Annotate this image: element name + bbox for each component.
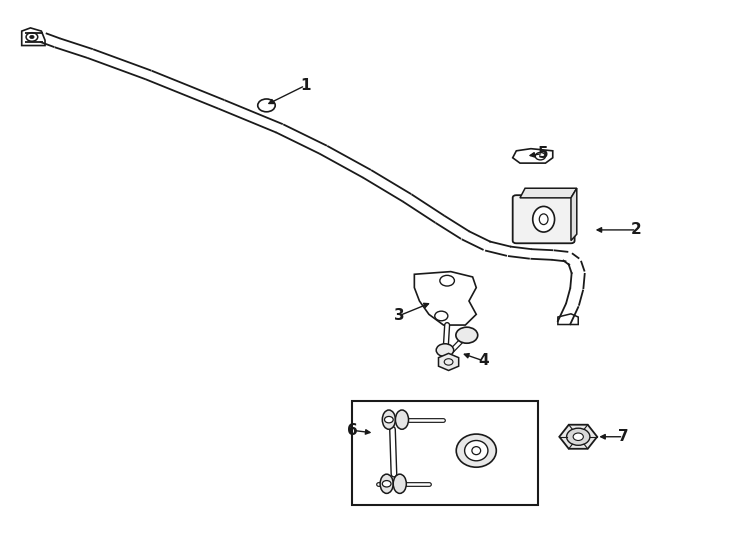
Text: 6: 6	[347, 423, 357, 438]
Text: 3: 3	[394, 308, 405, 323]
Text: 1: 1	[299, 78, 310, 93]
Polygon shape	[559, 425, 597, 449]
Bar	[352, 401, 538, 505]
FancyBboxPatch shape	[512, 195, 575, 244]
Circle shape	[385, 416, 393, 423]
Ellipse shape	[396, 410, 409, 429]
Text: 7: 7	[618, 429, 629, 444]
Circle shape	[573, 433, 584, 441]
Circle shape	[258, 99, 275, 112]
Ellipse shape	[382, 410, 396, 429]
Ellipse shape	[393, 474, 407, 494]
Polygon shape	[571, 188, 577, 241]
Ellipse shape	[380, 474, 393, 494]
Text: 4: 4	[479, 353, 489, 368]
Circle shape	[436, 344, 454, 356]
Text: 5: 5	[538, 146, 548, 161]
Ellipse shape	[465, 441, 488, 461]
Ellipse shape	[457, 434, 496, 467]
Circle shape	[567, 428, 590, 446]
Ellipse shape	[533, 206, 555, 232]
Circle shape	[456, 327, 478, 343]
Text: 2: 2	[631, 222, 642, 238]
Polygon shape	[438, 353, 459, 370]
Circle shape	[30, 36, 34, 38]
Circle shape	[382, 481, 391, 487]
Polygon shape	[520, 188, 577, 198]
